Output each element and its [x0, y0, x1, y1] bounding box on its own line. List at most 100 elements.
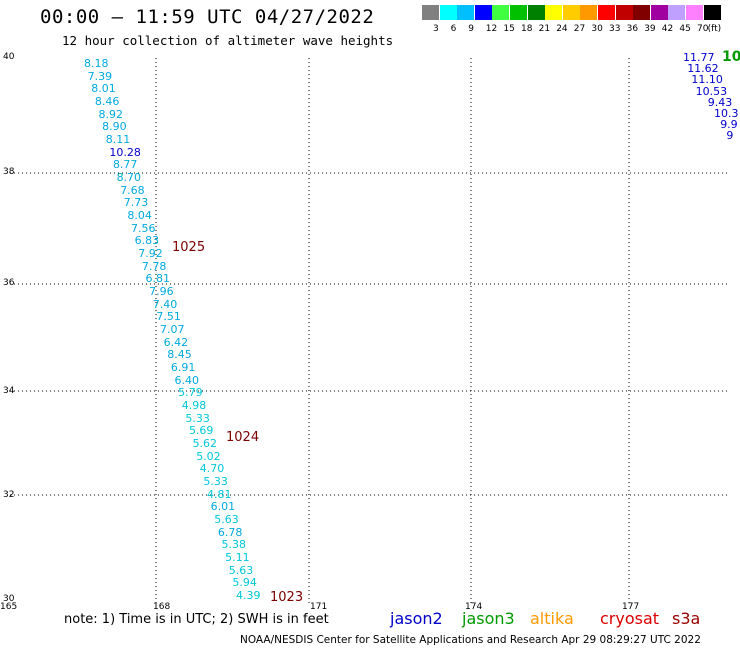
wave-height-label: 5.11 [225, 551, 250, 564]
wave-height-label: 10.28 [109, 145, 141, 159]
wave-height-label: 7.39 [87, 69, 113, 83]
wave-height-label: 5.69 [188, 424, 214, 438]
colorbar-cell [615, 5, 633, 20]
wave-height-label: 5.79 [178, 386, 203, 400]
wave-height-label: 5.33 [185, 411, 210, 425]
colorbar-label: 39 [644, 24, 656, 34]
colorbar-cell [439, 5, 457, 20]
wave-height-label: 8.90 [102, 120, 127, 134]
colorbar-label: 21 [538, 24, 551, 34]
wave-height-label: 7.51 [156, 310, 181, 324]
wave-height-label: 5.94 [232, 576, 257, 590]
lat-label: 32 [3, 490, 15, 500]
colorbar-cell [510, 5, 527, 20]
colorbar-cell [598, 5, 615, 20]
wave-height-label: 7.96 [149, 285, 174, 298]
pressure-label-1024: 1024 [226, 430, 260, 445]
wave-height-label: 6.78 [217, 525, 243, 539]
wave-height-label: 8.11 [105, 133, 131, 146]
lat-label: 34 [3, 386, 15, 396]
lat-label: 40 [3, 52, 15, 62]
map-subtitle: 12 hour collection of altimeter wave hei… [62, 33, 394, 48]
wave-height-label: 7.07 [160, 323, 185, 336]
wave-height-label: 10.53 [695, 84, 728, 98]
colorbar-label: 18 [521, 24, 533, 34]
colorbar-label: 42 [661, 24, 674, 34]
lat-label: 36 [3, 278, 15, 288]
colorbar-cell [668, 5, 686, 20]
wave-height-label: 6.83 [134, 234, 160, 248]
pressure-label-1025: 1025 [172, 240, 206, 255]
wave-height-label: 7.78 [141, 259, 167, 273]
lon-label: 165 [0, 602, 18, 612]
wave-height-label: 8.46 [94, 95, 120, 108]
plot-area [10, 58, 730, 603]
colorbar-cell [650, 5, 668, 20]
colorbar-label: 45 [679, 24, 691, 34]
wave-height-label: 6.01 [210, 500, 236, 514]
colorbar-cell [457, 5, 475, 20]
colorbar-cell [492, 5, 510, 20]
pressure-label-1023: 1023 [270, 590, 304, 605]
colorbar-label: 9 [468, 24, 474, 34]
wave-height-label: 11.77 [683, 51, 715, 64]
wave-height-label: 8.01 [91, 82, 116, 96]
wave-height-label: 8.70 [116, 171, 142, 184]
colorbar-cell [527, 5, 545, 20]
wave-height-label: 5.33 [203, 475, 228, 488]
wave-height-label: 6.42 [163, 335, 189, 349]
lat-label: 38 [3, 167, 15, 177]
satellite-s3a: s3a [672, 609, 701, 628]
wave-height-label: 8.77 [112, 158, 138, 172]
wave-height-label: 4.98 [181, 399, 207, 412]
colorbar-label: 12 [485, 24, 498, 34]
satellite-jason2: jason2 [390, 609, 443, 628]
wave-height-label: 5.63 [228, 563, 254, 577]
wave-height-label: 7.56 [131, 221, 156, 235]
wave-height-label: 5.02 [196, 449, 221, 463]
colorbar-cell [474, 5, 492, 20]
wave-height-label: 4.81 [207, 487, 232, 501]
wave-height-label: 5.38 [221, 538, 247, 552]
wave-height-label: 8.18 [84, 57, 109, 70]
lon-label: 171 [310, 602, 328, 612]
wave-height-label: 8.45 [167, 348, 192, 362]
grid-lines [10, 58, 730, 603]
wave-height-label: 6.91 [170, 361, 196, 374]
colorbar-label: 70 [697, 24, 709, 34]
colorbar-cell [633, 5, 651, 20]
wave-height-label: 6.40 [174, 373, 199, 387]
wave-height-label: 8.04 [127, 209, 152, 222]
satellite-altika: altika [530, 609, 574, 628]
colorbar-label: (ft) [707, 24, 722, 34]
wave-height-label: 4.70 [199, 462, 225, 476]
wave-height-label: 6.81 [145, 272, 171, 286]
colorbar-label: 15 [503, 24, 515, 34]
colorbar-cell [422, 5, 439, 20]
colorbar-cell [562, 5, 580, 20]
colorbar-label: 33 [609, 24, 621, 34]
wave-height-label: 7.92 [138, 247, 163, 260]
wave-height-label: 11.62 [687, 62, 719, 76]
note-text: note: 1) Time is in UTC; 2) SWH is in fe… [64, 612, 329, 627]
wave-height-label: 8.92 [98, 107, 123, 121]
wave-height-label: 10.3 [714, 107, 739, 120]
colorbar-label: 6 [450, 24, 457, 34]
wave-height-label: 5.63 [214, 513, 239, 526]
colorbar-cell [686, 5, 703, 20]
satellite-jason3: jason3 [462, 609, 515, 628]
lon-label: 177 [622, 602, 640, 612]
edge-track-label: 10 [722, 49, 740, 65]
lat-label: 30 [3, 594, 15, 604]
colorbar-label: 3 [433, 24, 439, 34]
map-title: 00:00 – 11:59 UTC 04/27/2022 [40, 6, 375, 28]
wave-height-label: 7.73 [123, 196, 149, 210]
wave-height-label: 9.43 [707, 95, 733, 109]
satellite-cryosat: cryosat [600, 609, 660, 628]
wave-height-label: 9.9 [720, 118, 738, 132]
lon-label: 168 [153, 602, 171, 612]
colorbar-label: 27 [573, 24, 586, 34]
wave-height-label: 7.40 [152, 297, 178, 311]
colorbar-cell [580, 5, 598, 20]
colorbar-label: 36 [626, 24, 639, 34]
